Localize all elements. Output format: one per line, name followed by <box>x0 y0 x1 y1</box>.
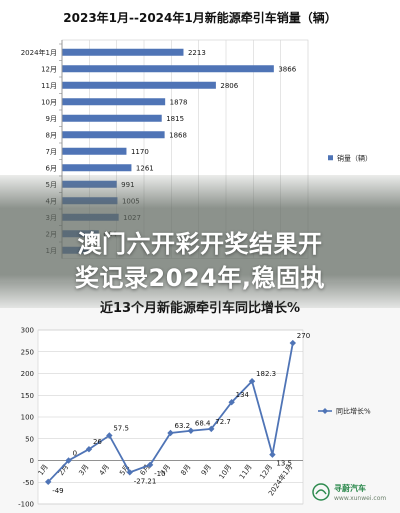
line-point <box>289 339 297 347</box>
bar <box>62 98 166 106</box>
bar-legend-label: 销量（辆） <box>337 153 372 162</box>
watermark: 寻蔚汽车 www.xunwei.com <box>312 480 396 506</box>
bar-data-label: 1878 <box>170 98 188 106</box>
bar-category-label: 8月 <box>46 131 57 139</box>
bar-category-label: 9月 <box>46 115 57 123</box>
watermark-logo-icon <box>312 483 330 501</box>
line-point <box>65 457 72 464</box>
line-y-tick-label: 150 <box>21 392 34 400</box>
watermark-url: www.xunwei.com <box>334 495 387 502</box>
line-data-label: 26 <box>93 438 102 446</box>
line-y-tick-label: 0 <box>30 457 34 465</box>
watermark-text: 寻蔚汽车 <box>334 484 366 493</box>
headline-line-1[interactable]: 澳门六开彩开奖结果开 <box>77 230 323 258</box>
line-data-label: -49 <box>52 487 63 495</box>
banner-overlay <box>0 175 400 308</box>
line-legend-marker <box>322 408 328 414</box>
bar-data-label: 1815 <box>166 115 184 123</box>
bar <box>62 131 165 139</box>
bar-data-label: 3866 <box>278 65 296 73</box>
bar-data-label: 1170 <box>131 148 149 156</box>
bar-data-label: 1261 <box>136 164 154 172</box>
bar <box>62 81 216 89</box>
bar-category-label: 11月 <box>41 82 57 90</box>
line-data-label: 134 <box>236 391 250 399</box>
bar <box>62 147 127 155</box>
line-point <box>248 377 256 385</box>
line-data-label: 0 <box>73 450 77 458</box>
line-data-label: 57.5 <box>113 424 129 432</box>
bar-data-label: 2213 <box>188 49 206 57</box>
line-y-tick-label: 250 <box>21 348 34 356</box>
line-y-tick-label: -50 <box>23 479 34 487</box>
headline-line-2[interactable]: 奖记录2024年,稳固执 <box>75 264 325 292</box>
line-point <box>106 432 113 439</box>
line-y-tick-label: -100 <box>18 501 34 509</box>
bar-category-label: 7月 <box>46 148 57 156</box>
bar-category-label: 6月 <box>46 164 57 172</box>
bar-category-label: 2024年1月 <box>21 48 57 57</box>
line-data-label: -10 <box>154 470 165 478</box>
bar <box>62 164 132 172</box>
bar-data-label: 1868 <box>169 131 187 139</box>
bar-category-label: 10月 <box>41 98 57 106</box>
line-data-label: 63.2 <box>175 422 191 430</box>
line-data-label: 72.7 <box>215 418 231 426</box>
line-point <box>85 445 93 453</box>
line-data-label: 182.3 <box>256 370 276 378</box>
bar-data-label: 2806 <box>220 82 238 90</box>
line-point <box>126 469 133 476</box>
line-y-tick-label: 200 <box>21 370 34 378</box>
line-data-label: 13.5 <box>276 460 292 468</box>
line-data-label: 270 <box>297 332 310 340</box>
bar <box>62 48 184 56</box>
line-data-label: -27.21 <box>134 477 157 485</box>
bar-category-label: 12月 <box>41 65 57 73</box>
line-data-label: 68.4 <box>195 420 211 428</box>
line-chart-panel: 近13个月新能源牵引车同比增长% -100 -50 0 50 100 150 200 250 3… <box>0 282 400 513</box>
line-legend-label: 同比增长% <box>336 407 371 416</box>
line-point <box>269 451 276 458</box>
line-point <box>228 399 235 406</box>
bar <box>62 114 162 122</box>
line-y-tick-label: 300 <box>21 327 34 335</box>
bar <box>62 65 274 73</box>
line-point <box>146 461 154 469</box>
bar-chart-title: 2023年1月--2024年1月新能源牵引车销量（辆） <box>63 11 337 25</box>
bar-legend-swatch <box>328 155 333 161</box>
line-point <box>44 478 52 486</box>
line-point <box>167 429 174 437</box>
line-y-tick-label: 100 <box>21 414 34 422</box>
line-y-tick-label: 50 <box>25 435 34 443</box>
line-point <box>208 425 215 433</box>
